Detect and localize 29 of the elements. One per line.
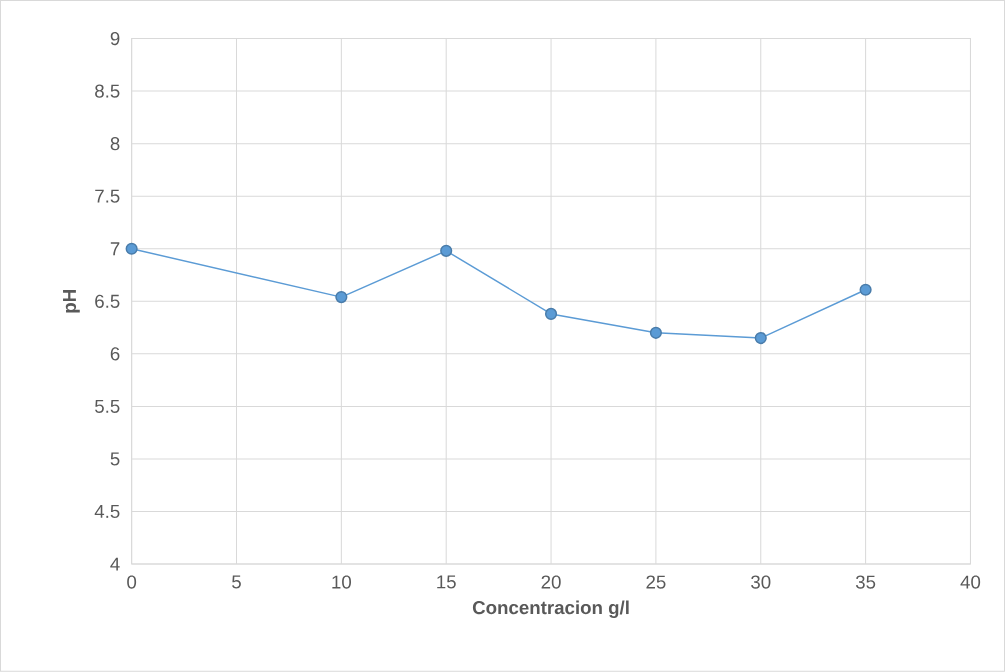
x-tick-label: 15 — [437, 575, 456, 589]
point — [754, 332, 767, 345]
x-tick-label: 0 — [127, 575, 137, 589]
x-axis-title: Concentracion g/l — [472, 600, 629, 619]
x-tick-label: 40 — [960, 575, 981, 589]
y-tick-label: 8.5 — [95, 84, 120, 98]
point — [440, 244, 453, 258]
x-tick-label: 20 — [541, 575, 561, 589]
y-tick-label: 9 — [110, 32, 120, 46]
x-tick-label: 30 — [751, 575, 771, 589]
y-axis-title: pH — [63, 290, 80, 313]
y-tick-label: 4.5 — [94, 505, 120, 519]
x-tick-label: 25 — [646, 575, 666, 589]
y-tick-label: 8 — [110, 137, 120, 151]
point — [544, 308, 558, 321]
point — [649, 326, 662, 340]
x-tick-label: 10 — [332, 575, 352, 589]
point — [859, 283, 872, 296]
x-tick-label: 35 — [855, 575, 876, 589]
y-tick-label: 6 — [110, 347, 120, 361]
y-tick-label: 7 — [110, 242, 120, 256]
y-tick-label: 7.5 — [95, 189, 120, 203]
point — [335, 291, 348, 304]
y-tick-label: 6.5 — [95, 294, 120, 309]
x-tick-label: 5 — [232, 575, 241, 589]
y-tick-label: 5.5 — [95, 400, 120, 414]
y-tick-label: 5 — [110, 452, 120, 466]
y-tick-label: 4 — [110, 557, 120, 571]
point — [125, 242, 138, 255]
